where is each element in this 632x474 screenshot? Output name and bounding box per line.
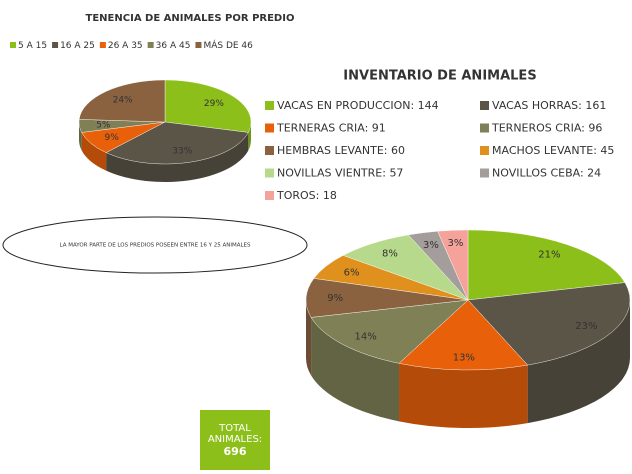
- legend-swatch: [265, 191, 274, 200]
- data-label: 24%: [113, 95, 133, 105]
- legend-swatch: [265, 123, 274, 133]
- legend-swatch: [195, 42, 202, 48]
- total-value: 696: [223, 444, 247, 458]
- legend-swatch: [480, 101, 489, 110]
- chart-title: TENENCIA DE ANIMALES POR PREDIO: [86, 13, 295, 24]
- total-label: TOTAL ANIMALES:: [207, 422, 263, 445]
- slice: [467, 282, 631, 366]
- data-label: 5%: [96, 120, 111, 130]
- legend-label: 16 A 25: [60, 41, 95, 51]
- legend-swatch: [480, 168, 489, 178]
- slice-side: [306, 300, 312, 376]
- slice: [305, 278, 469, 318]
- legend-swatch: [10, 42, 16, 48]
- slice-side: [399, 363, 528, 428]
- legend-swatch: [147, 42, 154, 48]
- legend-label: 36 A 45: [156, 41, 191, 51]
- slice-side: [79, 122, 82, 151]
- legend-swatch: [99, 42, 106, 48]
- total-box: TOTAL ANIMALES: 696: [200, 410, 270, 470]
- data-label: 6%: [344, 267, 360, 278]
- annotation-ellipse: [2, 216, 308, 274]
- legend-label: TOROS: 18: [276, 189, 337, 202]
- data-label: 9%: [327, 293, 343, 304]
- data-label: 3%: [448, 238, 464, 249]
- slice: [398, 299, 529, 371]
- legend-swatch: [480, 123, 489, 133]
- legend-label: 26 A 35: [108, 41, 143, 51]
- legend-label: NOVILLOS CEBA: 24: [492, 167, 601, 180]
- slice-side: [527, 300, 630, 424]
- chart-title: INVENTARIO DE ANIMALES: [343, 69, 536, 84]
- slice: [467, 229, 626, 301]
- annotation: LA MAYOR PARTE DE LOS PREDIOS POSEEN ENT…: [60, 243, 251, 249]
- data-label: 29%: [204, 99, 224, 109]
- legend-label: MACHOS LEVANTE: 45: [492, 144, 614, 157]
- legend-label: NOVILLAS VIENTRE: 57: [277, 167, 403, 180]
- slice-side: [81, 132, 107, 171]
- slice: [105, 121, 249, 165]
- legend-label: TERNERAS CRIA: 91: [276, 122, 386, 135]
- slice: [78, 79, 166, 123]
- data-label: 33%: [172, 147, 192, 157]
- slice-side: [106, 132, 249, 182]
- data-label: 3%: [423, 240, 439, 251]
- slice-side: [248, 122, 251, 151]
- legend-label: TERNEROS CRIA: 96: [491, 122, 602, 135]
- legend-swatch: [480, 146, 489, 155]
- legend-label: VACAS EN PRODUCCION: 144: [277, 99, 439, 112]
- data-label: 23%: [575, 321, 597, 332]
- legend-swatch: [265, 101, 274, 110]
- slice-side: [311, 317, 400, 422]
- legend-label: VACAS HORRAS: 161: [492, 99, 606, 112]
- data-label: 9%: [105, 133, 120, 143]
- slice: [310, 299, 469, 364]
- legend-swatch: [265, 146, 274, 155]
- legend-label: MÁS DE 46: [203, 39, 253, 51]
- legend-swatch: [52, 42, 59, 48]
- legend-label: 5 A 15: [18, 41, 47, 51]
- data-label: 21%: [538, 250, 560, 261]
- slice: [164, 79, 252, 133]
- data-label: 13%: [453, 352, 475, 363]
- data-label: 14%: [355, 332, 377, 343]
- legend-swatch: [265, 168, 274, 178]
- data-label: 8%: [382, 249, 398, 260]
- slice: [437, 229, 469, 301]
- legend-label: HEMBRAS LEVANTE: 60: [277, 144, 405, 157]
